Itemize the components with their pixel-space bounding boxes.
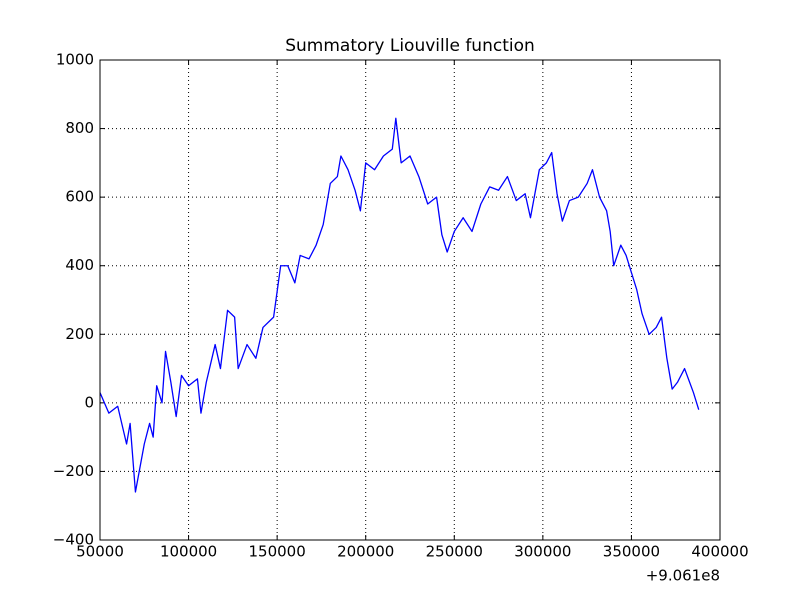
y-tick-label: 400 [65,256,94,274]
y-tick-label: 0 [84,393,94,411]
x-tick-label: 300000 [514,543,571,561]
y-tick-label: 200 [65,325,94,343]
y-tick-label: −400 [53,531,94,549]
x-tick-label: 50000 [76,543,124,561]
x-tick-label: 150000 [249,543,306,561]
x-tick-label: 350000 [603,543,660,561]
x-tick-label: 400000 [691,543,748,561]
y-tick-label: 1000 [56,51,94,69]
x-tick-label: 200000 [337,543,394,561]
chart-title: Summatory Liouville function [285,36,535,56]
plot-frame [99,59,721,541]
x-tick-label: 100000 [160,543,217,561]
y-tick-label: −200 [53,462,94,480]
x-tick-label: 250000 [426,543,483,561]
y-tick-label: 600 [65,188,94,206]
y-tick-label: 800 [65,119,94,137]
x-offset-label: +9.061e8 [646,567,720,585]
data-line [99,117,700,493]
